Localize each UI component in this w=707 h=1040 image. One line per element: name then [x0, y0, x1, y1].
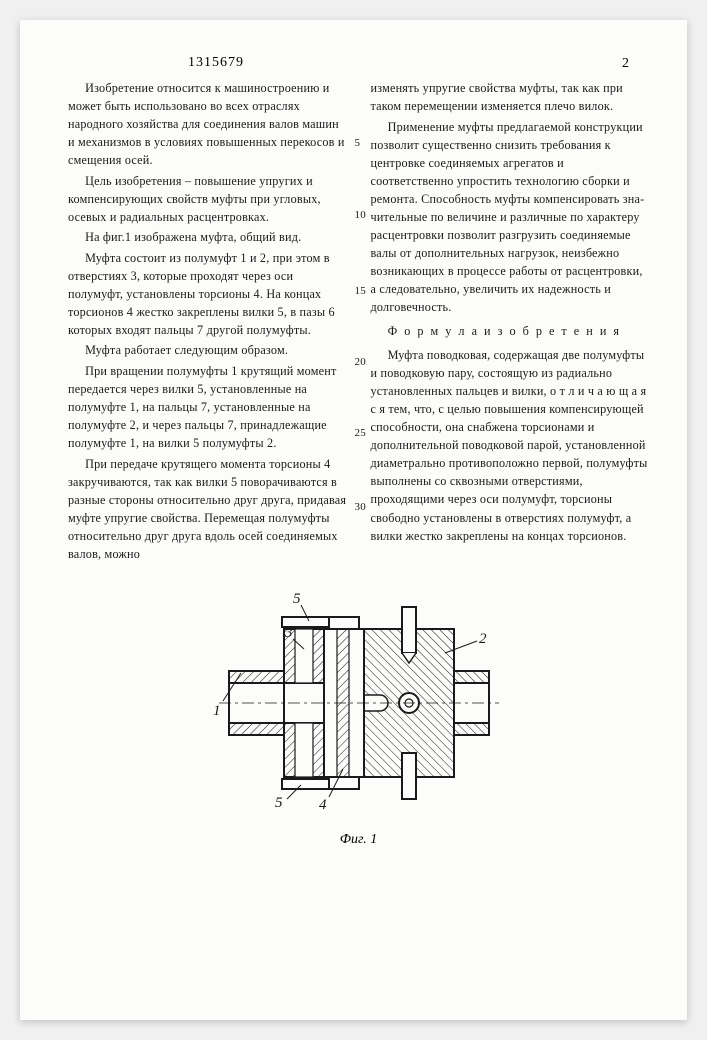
- label-2: 2: [479, 631, 487, 647]
- para: На фиг.1 изображена муфта, общий вид.: [68, 228, 347, 246]
- formula-heading: Ф о р м у л а и з о б р е т е н и я: [371, 322, 650, 340]
- line-num: 15: [355, 283, 366, 299]
- label-5a: 5: [293, 591, 301, 607]
- right-column: изменять упругие свойства муфты, так как…: [371, 79, 650, 565]
- para: Применение муфты предлагаемой кон­струкц…: [371, 118, 650, 317]
- page-number: 2: [622, 56, 629, 72]
- doc-number: 1315679: [68, 55, 649, 71]
- para: Цель изобретения – повышение упру­гих и …: [68, 172, 347, 226]
- left-column: Изобретение относится к машино­строению …: [68, 79, 347, 565]
- para: Муфта состоит из полумуфт 1 и 2, при это…: [68, 249, 347, 339]
- coupling-drawing: 1 2 3 4 5 5: [189, 583, 529, 823]
- label-3: 3: [284, 625, 293, 641]
- para: При вращении полумуфты 1 крутящий момент…: [68, 362, 347, 452]
- para: изменять упругие свойства муфты, так как…: [371, 79, 650, 115]
- para: Муфта работает следующим образом.: [68, 341, 347, 359]
- line-num: 30: [355, 499, 366, 515]
- para: Изобретение относится к машино­строению …: [68, 79, 347, 169]
- patent-page: 1315679 2 Изобретение относится к машино…: [20, 20, 687, 1020]
- label-4: 4: [319, 797, 327, 813]
- line-num: 5: [355, 135, 361, 151]
- para: При передаче крутящего момента торсионы …: [68, 455, 347, 563]
- line-num: 20: [355, 354, 366, 370]
- figure-1: 1 2 3 4 5 5 Фиг. 1: [68, 583, 649, 848]
- line-num: 10: [355, 207, 366, 223]
- label-1: 1: [213, 703, 221, 719]
- figure-caption: Фиг. 1: [68, 832, 649, 848]
- label-5b: 5: [275, 795, 283, 811]
- line-num: 25: [355, 425, 366, 441]
- para: Муфта поводковая, содержащая две полумуф…: [371, 346, 650, 545]
- text-columns: Изобретение относится к машино­строению …: [68, 79, 649, 565]
